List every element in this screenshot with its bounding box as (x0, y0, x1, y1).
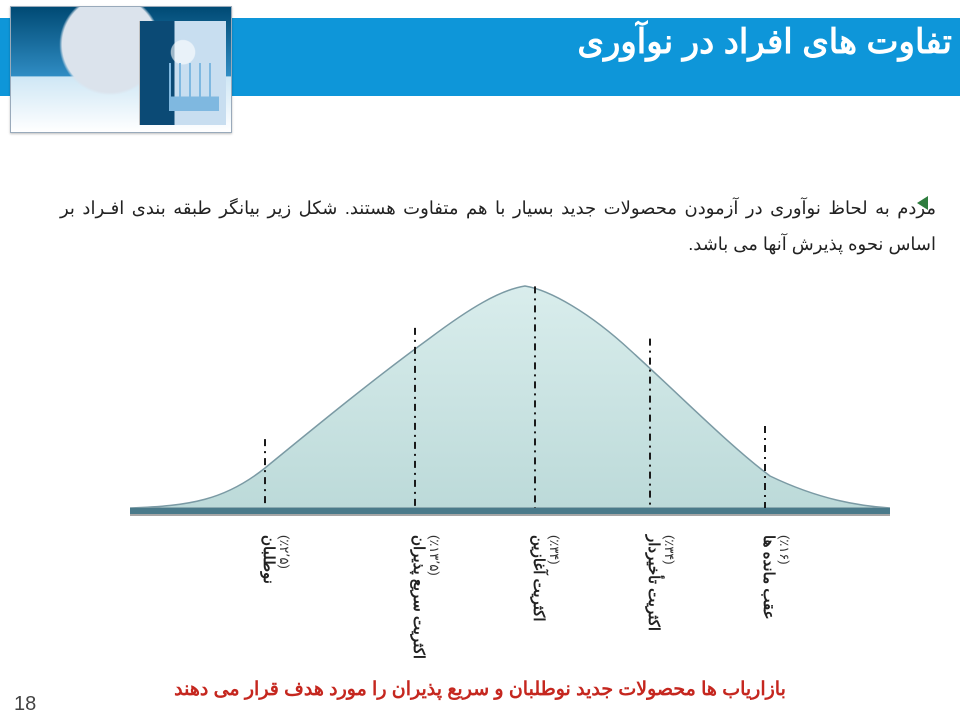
slide-number: 18 (14, 693, 36, 716)
body-paragraph: مردم به لحاظ نوآوری در آزمودن محصولات جد… (60, 190, 936, 262)
segment-label: اکثریت سریع پذیران (409, 535, 427, 659)
segment-label: اکثریت تأخیردار (644, 535, 662, 631)
segment-label: نوطلبان (259, 535, 277, 584)
segment-percent: (٪۲٬۵) (277, 535, 292, 569)
segment-percent: (٪۱۶) (777, 535, 792, 565)
segment-label: عقب مانده ها (759, 535, 777, 620)
page-title: تفاوت های افراد در نوآوری (577, 22, 952, 62)
adoption-bell-curve (130, 278, 890, 513)
segment-label: اکثریت آغازین (529, 535, 547, 622)
segment-percent: (٪۳۴) (662, 535, 677, 565)
decorative-thumbnail (10, 6, 232, 133)
segment-percent: (٪۱۳٬۵) (427, 535, 442, 576)
segment-percent: (٪۳۴) (547, 535, 562, 565)
chart-baseline (130, 508, 890, 514)
footer-note: بازاریاب ها محصولات جدید نوطلبان و سریع … (0, 678, 960, 701)
